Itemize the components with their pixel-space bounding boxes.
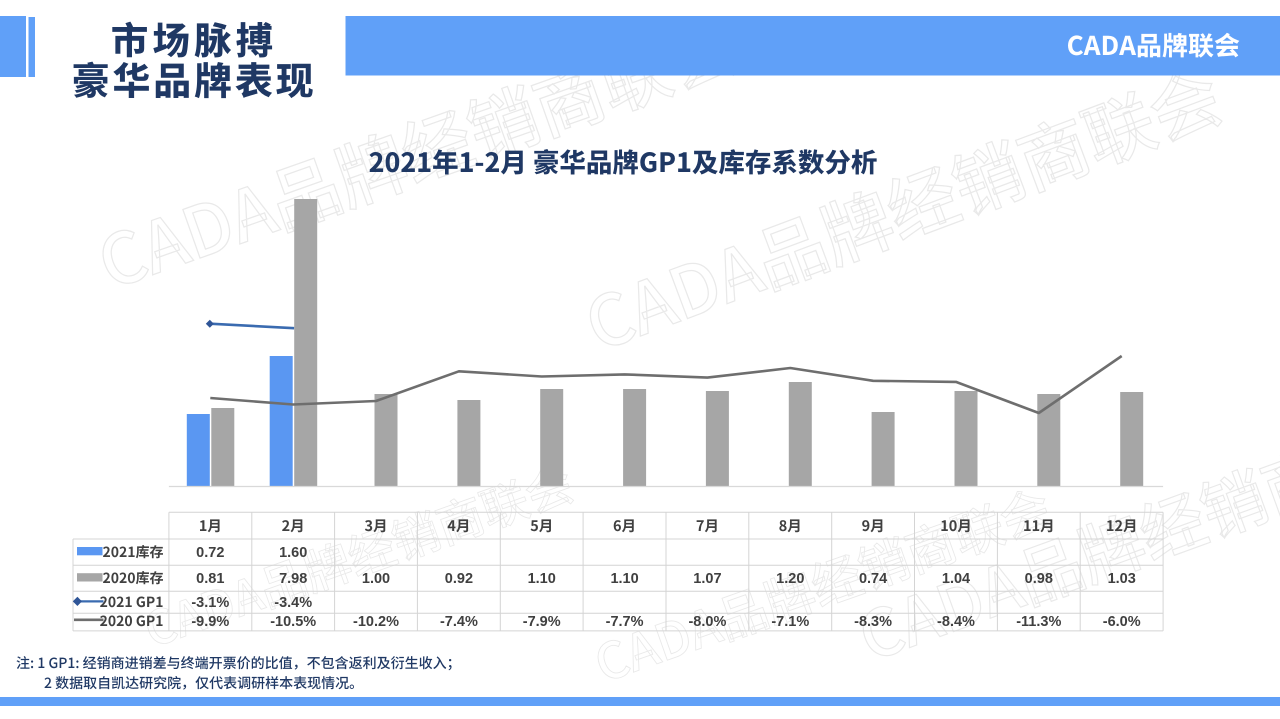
svg-text:1.20: 1.20 (776, 571, 804, 587)
svg-text:1.03: 1.03 (1108, 571, 1136, 587)
svg-text:1.10: 1.10 (610, 571, 638, 587)
svg-text:-7.4%: -7.4% (440, 614, 478, 630)
svg-text:7.98: 7.98 (279, 571, 307, 587)
svg-text:-8.4%: -8.4% (937, 614, 975, 630)
svg-text:-11.3%: -11.3% (1016, 614, 1061, 630)
svg-text:-6.0%: -6.0% (1103, 614, 1141, 630)
svg-text:0.81: 0.81 (196, 571, 224, 587)
svg-text:0.98: 0.98 (1025, 571, 1053, 587)
svg-text:-7.7%: -7.7% (606, 614, 644, 630)
svg-text:-10.5%: -10.5% (270, 614, 316, 630)
svg-text:-9.9%: -9.9% (191, 614, 229, 630)
svg-text:-7.1%: -7.1% (771, 614, 809, 630)
svg-text:-3.4%: -3.4% (274, 595, 312, 611)
svg-text:0.92: 0.92 (445, 571, 473, 587)
svg-text:-3.1%: -3.1% (191, 595, 229, 611)
svg-text:-7.9%: -7.9% (523, 614, 561, 630)
svg-text:-8.0%: -8.0% (688, 614, 726, 630)
svg-text:1.60: 1.60 (279, 545, 307, 561)
svg-text:1.00: 1.00 (362, 571, 390, 587)
svg-text:1.10: 1.10 (528, 571, 556, 587)
svg-text:0.72: 0.72 (196, 545, 224, 561)
svg-text:0.74: 0.74 (859, 571, 887, 587)
svg-text:1.07: 1.07 (693, 571, 721, 587)
svg-text:-8.3%: -8.3% (854, 614, 892, 630)
svg-text:-10.2%: -10.2% (353, 614, 399, 630)
svg-text:1.04: 1.04 (942, 571, 970, 587)
